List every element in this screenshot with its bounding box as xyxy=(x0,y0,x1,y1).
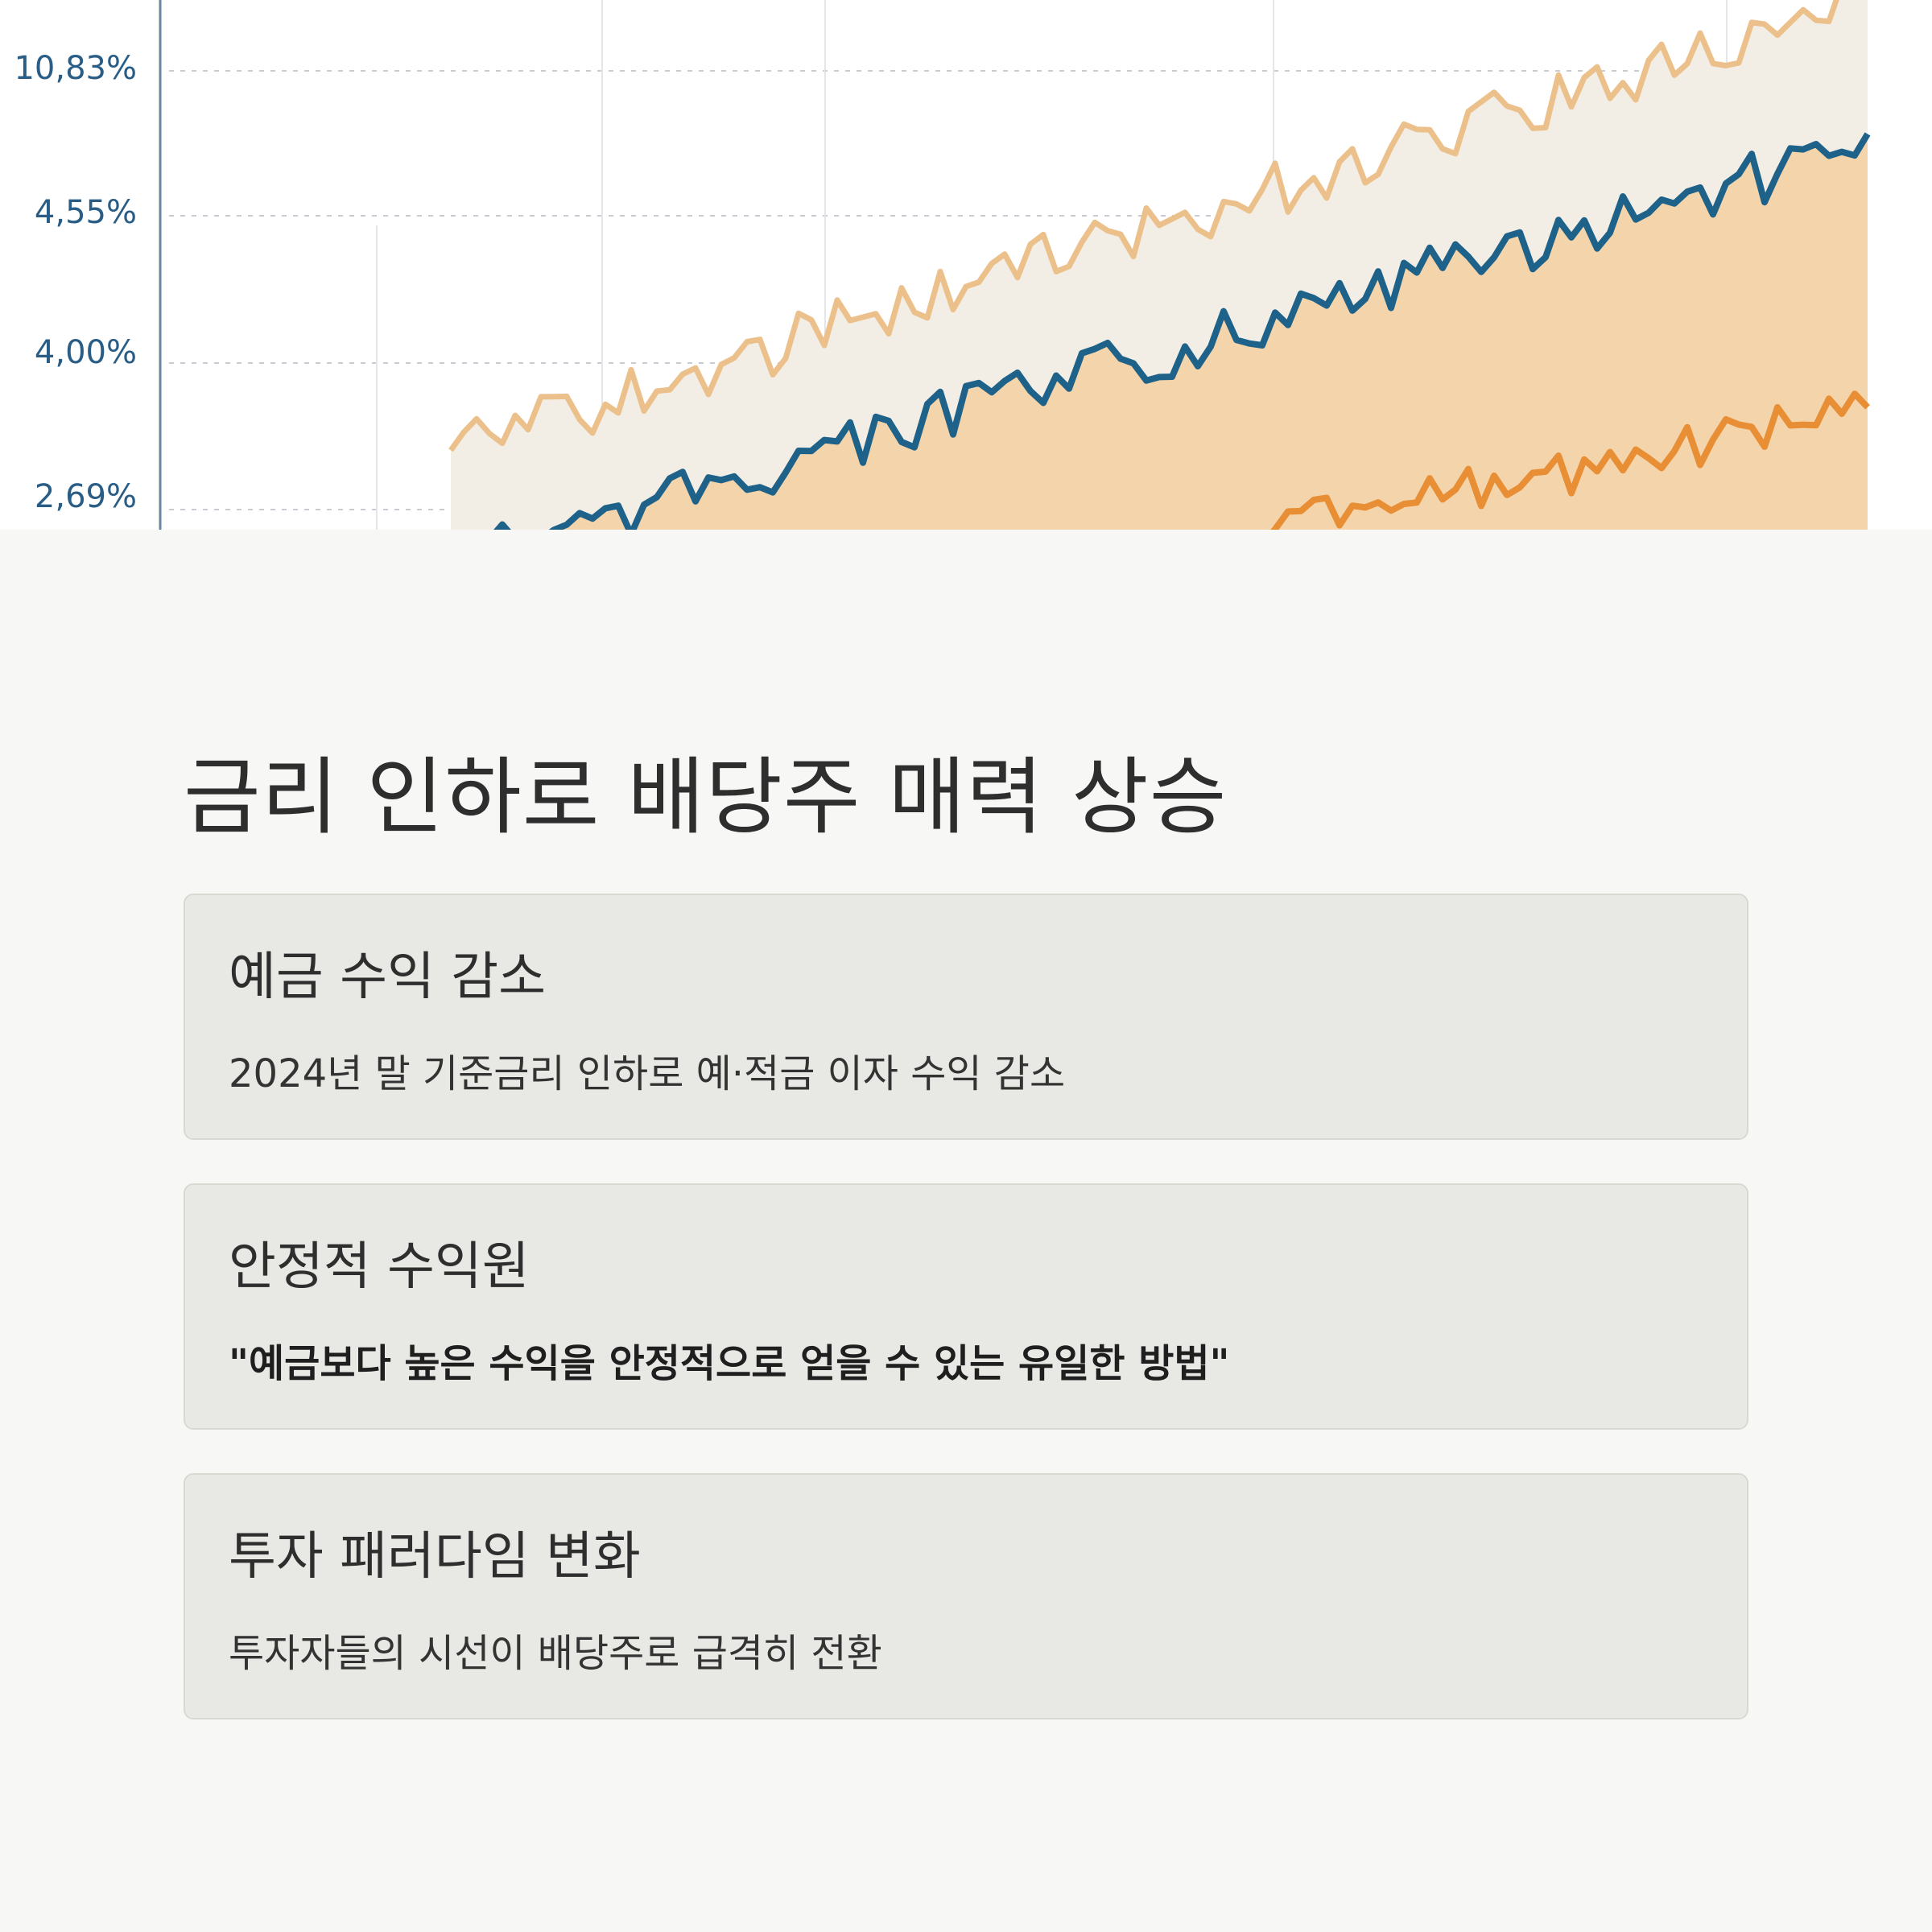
lower-series-line xyxy=(1270,390,1870,530)
middle-series-line xyxy=(493,132,1871,530)
card-quote: "예금보다 높은 수익을 안정적으로 얻을 수 있는 유일한 방법" xyxy=(229,1341,1230,1386)
y-tick-label: 4,55% xyxy=(35,194,137,231)
card-deposit-decline: 예금 수익 감소 2024년 말 기준금리 인하로 예·적금 이자 수익 감소 xyxy=(184,894,1748,1140)
card-title: 예금 수익 감소 xyxy=(229,947,546,1007)
card-text: 2024년 말 기준금리 인하로 예·적금 이자 수익 감소 xyxy=(229,1051,1066,1096)
card-title: 투자 패러다임 변화 xyxy=(229,1527,641,1587)
y-tick-label: 10,83% xyxy=(14,50,137,87)
orange-area xyxy=(451,134,1868,530)
page-title: 금리 인하로 배당주 매력 상승 xyxy=(184,748,1228,846)
card-stable-income: 안정적 수익원 "예금보다 높은 수익을 안정적으로 얻을 수 있는 유일한 방… xyxy=(184,1183,1748,1430)
y-tick-label: 4,00% xyxy=(35,334,137,371)
card-paradigm-shift: 투자 패러다임 변화 투자자들의 시선이 배당주로 급격히 전환 xyxy=(184,1473,1748,1719)
upper-series-line xyxy=(448,0,1839,452)
hero-chart-svg: 10,83% 4,55% 4,00% 2,69% xyxy=(14,0,1871,530)
card-title: 안정적 수익원 xyxy=(229,1237,530,1297)
y-tick-label: 2,69% xyxy=(35,478,137,515)
hero-chart-image: 10,83% 4,55% 4,00% 2,69% xyxy=(0,0,1932,530)
card-text: 투자자들의 시선이 배당주로 급격히 전환 xyxy=(229,1631,882,1676)
